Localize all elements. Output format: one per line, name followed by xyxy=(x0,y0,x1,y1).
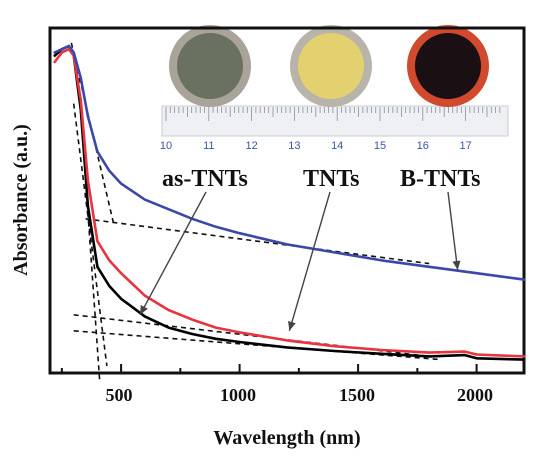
x-tick-label-500: 500 xyxy=(106,385,133,405)
ruler-label: 10 xyxy=(160,140,172,152)
disc-sample xyxy=(298,33,364,99)
arrowhead-tnts xyxy=(288,321,296,331)
series-lines xyxy=(53,44,526,361)
plot-frame xyxy=(48,26,526,375)
ruler-labels: 10 11 12 13 14 15 16 17 xyxy=(160,140,472,152)
ruler-label: 13 xyxy=(288,140,300,152)
ruler-label: 14 xyxy=(331,140,343,152)
ruler-ticks xyxy=(165,107,501,121)
disc-sample xyxy=(177,33,243,99)
ruler-label: 15 xyxy=(374,140,386,152)
ruler-label: 12 xyxy=(245,140,257,152)
ruler-label: 11 xyxy=(203,140,214,152)
arrowhead-b-tnts xyxy=(452,260,461,270)
label-tnts: TNTs xyxy=(303,166,359,192)
sample-photo-inset: 10 11 12 13 14 15 16 17 xyxy=(160,25,509,152)
arrow-b-tnts xyxy=(447,191,459,271)
arrow-tnts xyxy=(288,191,331,331)
x-tick-label-1000: 1000 xyxy=(220,385,256,405)
disc-sample xyxy=(415,33,481,99)
sample-discs xyxy=(169,25,489,107)
ruler-label: 17 xyxy=(459,140,471,152)
ruler-label: 16 xyxy=(417,140,429,152)
y-axis-title: Absorbance (a.u.) xyxy=(10,124,32,276)
fit-line-1 xyxy=(85,218,430,265)
x-tick-label-2000: 2000 xyxy=(457,385,493,405)
x-ticks xyxy=(60,364,478,373)
series-b-tnts xyxy=(53,44,526,281)
x-tick-label-1500: 1500 xyxy=(339,385,375,405)
arrow-as-tnts xyxy=(139,191,207,316)
label-b-tnts: B-TNTs xyxy=(400,166,480,192)
x-axis-title: Wavelength (nm) xyxy=(213,427,360,449)
series-tnts xyxy=(53,47,526,358)
label-as-tnts: as-TNTs xyxy=(162,166,248,192)
annotation-arrows xyxy=(139,191,461,331)
fit-line-4 xyxy=(72,103,108,367)
arrowhead-as-tnts xyxy=(140,304,148,315)
ruler xyxy=(161,105,509,137)
fit-line-2 xyxy=(77,77,101,383)
